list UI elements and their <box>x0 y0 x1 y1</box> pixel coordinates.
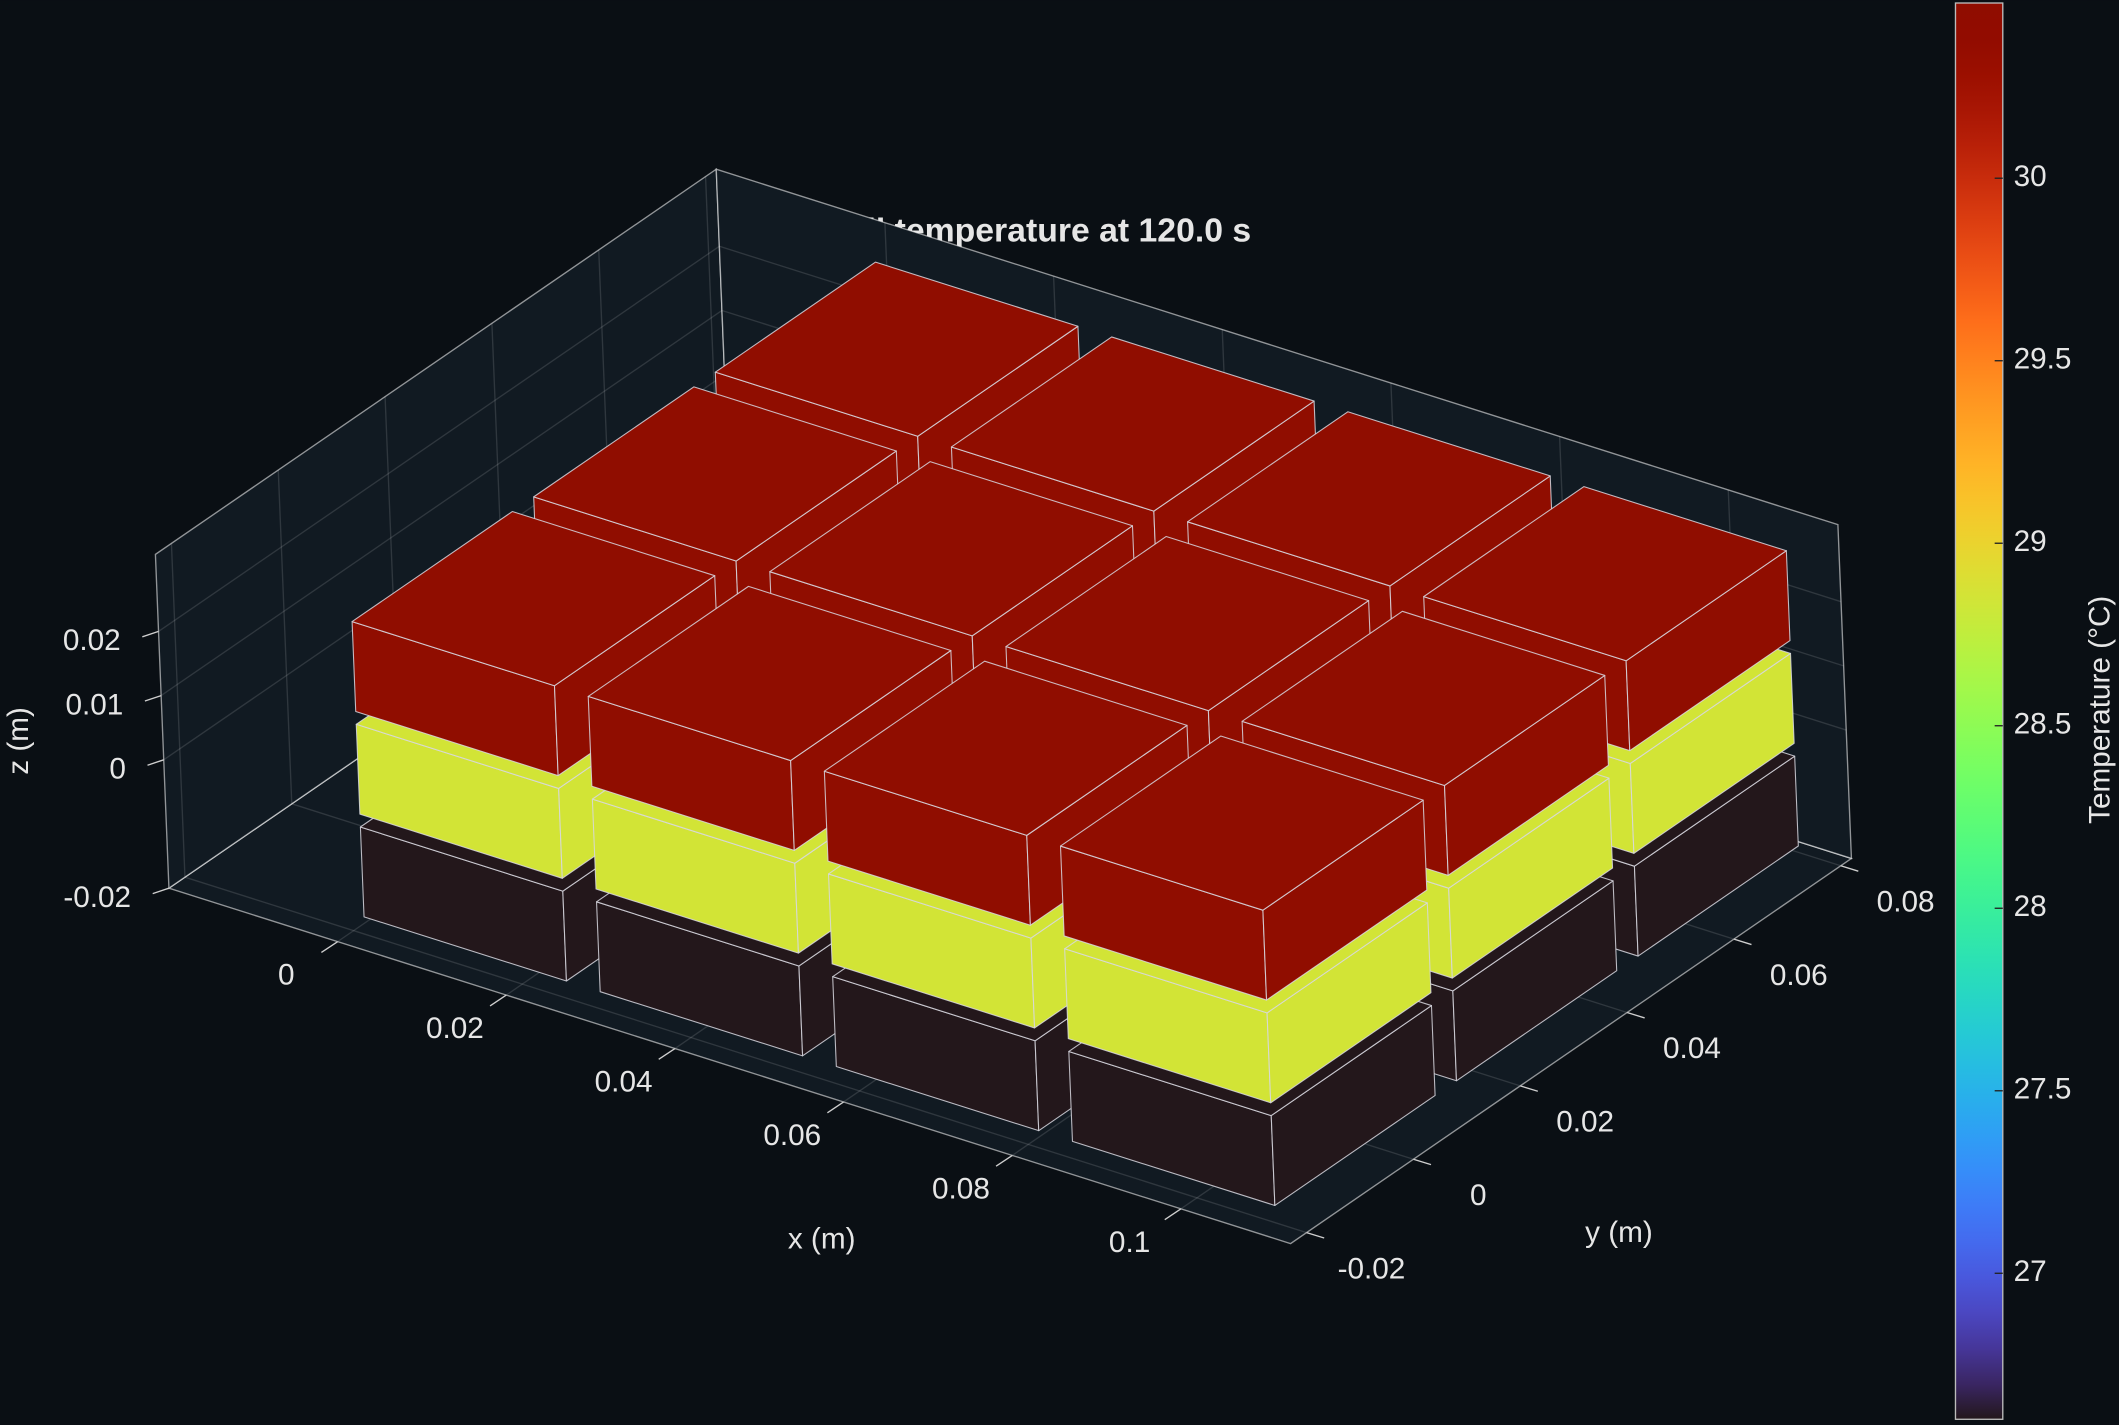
cell-face <box>714 261 1079 437</box>
grid-line <box>158 245 720 632</box>
z-axis-label: z (m) <box>2 707 35 775</box>
y-tick-label: 0.04 <box>1663 1032 1721 1065</box>
z-tick-label: -0.02 <box>63 881 131 914</box>
y-tick-label: 0 <box>1470 1179 1487 1212</box>
y-tick-label: -0.02 <box>1338 1252 1406 1285</box>
x-tick-mark <box>1164 1208 1182 1221</box>
y-axis-label: y (m) <box>1585 1216 1653 1249</box>
y-tick-mark <box>1626 1011 1645 1019</box>
cell-face <box>533 386 897 562</box>
colorbar-tick-label: 28.5 <box>2014 708 2072 741</box>
cell-face <box>1005 535 1370 712</box>
x-tick-mark <box>995 1154 1013 1167</box>
x-tick-label: 0.06 <box>763 1119 821 1152</box>
y-tick-label: 0.02 <box>1556 1106 1614 1139</box>
z-tick-mark <box>152 887 170 895</box>
y-tick-label: 0.06 <box>1770 959 1828 992</box>
cell-face <box>950 336 1315 512</box>
colorbar <box>1954 2 2004 1420</box>
z-tick-mark <box>142 630 159 638</box>
colorbar-tick-label: 30 <box>2014 160 2047 193</box>
y-tick-mark <box>1840 865 1859 872</box>
y-tick-mark <box>1306 1231 1325 1239</box>
y-tick-label: 0.08 <box>1877 885 1935 918</box>
x-tick-mark <box>489 994 507 1007</box>
cell-face <box>1187 411 1551 587</box>
colorbar-tick-label: 27 <box>2014 1255 2047 1288</box>
cell-face <box>351 511 716 687</box>
grid-line <box>160 309 723 697</box>
colorbar-tick-label: 29.5 <box>2014 343 2072 376</box>
colorbar-tick-label: 29 <box>2014 525 2047 558</box>
cell-face <box>1059 735 1424 911</box>
z-tick-mark <box>144 694 162 702</box>
colorbar-tick-label: 27.5 <box>2014 1073 2072 1106</box>
x-tick-label: 0.08 <box>932 1172 990 1205</box>
y-tick-mark <box>1733 938 1752 946</box>
colorbar-label: Temperature (°C) <box>2083 596 2116 824</box>
cell-face <box>1423 486 1787 662</box>
cell-face <box>587 585 952 762</box>
z-tick-label: 0.02 <box>63 624 121 657</box>
y-tick-mark <box>1520 1085 1539 1092</box>
x-tick-mark <box>321 941 338 954</box>
x-axis-label: x (m) <box>788 1223 856 1256</box>
grid-line <box>277 469 293 804</box>
grid-line <box>184 876 1307 1234</box>
x-tick-label: 0.04 <box>595 1066 653 1099</box>
cell-face <box>1241 610 1606 787</box>
x-tick-mark <box>658 1047 676 1060</box>
x-tick-label: 0 <box>278 959 295 992</box>
grid-line <box>170 543 186 878</box>
z-tick-mark <box>147 759 164 766</box>
y-tick-mark <box>1413 1158 1432 1166</box>
cell <box>1059 735 1428 1001</box>
x-tick-label: 0.02 <box>426 1012 484 1045</box>
colorbar-tick-label: 28 <box>2014 890 2047 923</box>
z-tick-label: 0.01 <box>65 688 123 721</box>
z-tick-label: 0 <box>109 752 126 785</box>
x-tick-label: 0.1 <box>1109 1226 1150 1259</box>
cell-face <box>769 461 1134 637</box>
x-tick-mark <box>827 1101 844 1114</box>
cell-face <box>823 660 1188 836</box>
